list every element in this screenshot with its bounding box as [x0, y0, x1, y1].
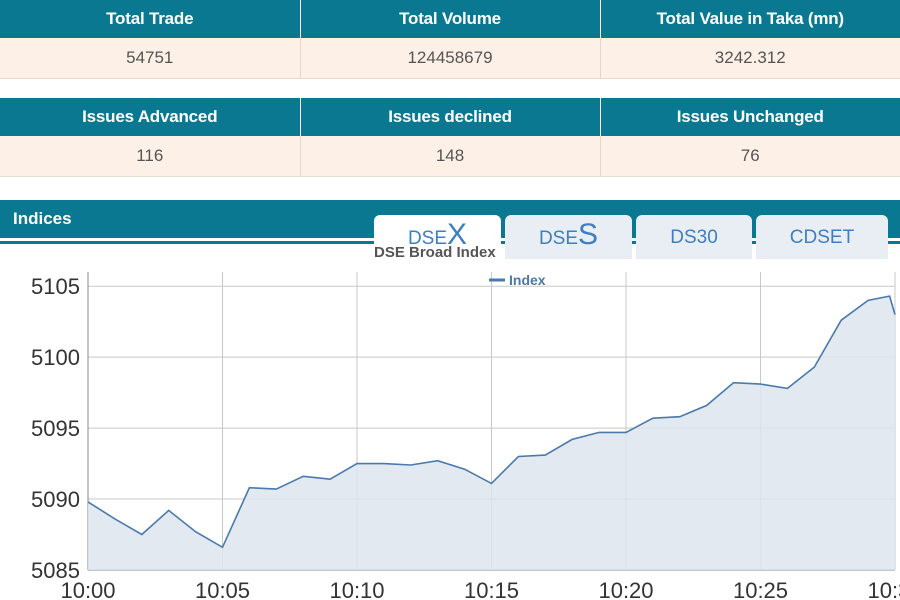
issues-unchanged-value: 76 [600, 136, 900, 177]
y-tick-label: 5095 [31, 416, 80, 441]
total-volume-value: 124458679 [300, 38, 601, 79]
total-trade-header: Total Trade [0, 0, 301, 38]
index-area [88, 296, 895, 570]
x-tick-label: 10:25 [733, 578, 788, 600]
issues-declined-value: 148 [300, 136, 601, 177]
total-trade-value: 54751 [0, 38, 301, 79]
tab-dses[interactable]: DSES [505, 215, 632, 259]
y-tick-label: 5090 [31, 487, 80, 512]
x-tick-label: 10:05 [195, 578, 250, 600]
issues-advanced-value: 116 [0, 136, 301, 177]
y-tick-label: 5105 [31, 274, 80, 299]
x-tick-label: 10:00 [60, 578, 115, 600]
tab-dses-prefix: DSE [538, 228, 579, 249]
legend-label: Index [509, 272, 546, 288]
x-tick-label: 10:30 [867, 578, 900, 600]
indices-title: Indices [13, 209, 72, 228]
market-summary-table: Total Trade Total Volume Total Value in … [0, 0, 900, 79]
x-tick-label: 10:10 [329, 578, 384, 600]
tab-dsex-suffix: X [447, 218, 468, 251]
x-tick-label: 10:15 [464, 578, 519, 600]
tab-dsex-prefix: DSE [407, 228, 448, 249]
issues-advanced-header: Issues Advanced [0, 98, 301, 136]
y-tick-label: 5100 [31, 345, 80, 370]
issues-declined-header: Issues declined [300, 98, 601, 136]
total-volume-header: Total Volume [300, 0, 601, 38]
x-tick-label: 10:20 [598, 578, 653, 600]
issues-table: Issues Advanced Issues declined Issues U… [0, 98, 900, 177]
total-value-header: Total Value in Taka (mn) [600, 0, 900, 38]
index-chart: 5085 5090 5095 5100 5105 10:00 10:05 10:10 10:15… [31, 272, 900, 600]
total-value-value: 3242.312 [600, 38, 900, 79]
tab-cdset[interactable]: CDSET [756, 215, 888, 259]
tab-ds30[interactable]: DS30 [636, 215, 752, 259]
issues-unchanged-header: Issues Unchanged [600, 98, 900, 136]
y-tick-label: 5085 [31, 558, 80, 583]
tab-dsex[interactable]: DSEX [374, 215, 501, 259]
index-line [87, 295, 896, 549]
tab-cdset-label: CDSET [789, 227, 855, 248]
tab-ds30-label: DS30 [670, 227, 718, 248]
chart-title: DSE Broad Index [374, 244, 496, 261]
tab-dses-suffix: S [578, 218, 599, 251]
